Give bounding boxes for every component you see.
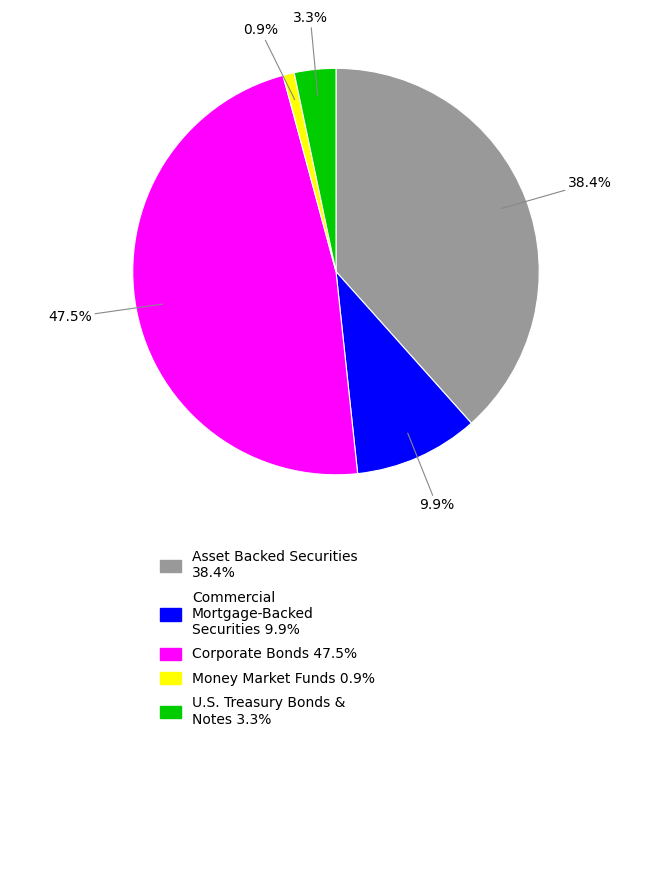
Wedge shape bbox=[336, 68, 539, 423]
Text: 47.5%: 47.5% bbox=[48, 304, 162, 324]
Wedge shape bbox=[294, 68, 336, 272]
Text: 3.3%: 3.3% bbox=[293, 11, 328, 95]
Wedge shape bbox=[133, 75, 358, 475]
Text: 38.4%: 38.4% bbox=[501, 176, 612, 208]
Legend: Asset Backed Securities
38.4%, Commercial
Mortgage-Backed
Securities 9.9%, Corpo: Asset Backed Securities 38.4%, Commercia… bbox=[160, 550, 375, 726]
Wedge shape bbox=[283, 73, 336, 272]
Text: 0.9%: 0.9% bbox=[243, 24, 295, 100]
Wedge shape bbox=[336, 272, 471, 474]
Text: 9.9%: 9.9% bbox=[408, 433, 454, 512]
